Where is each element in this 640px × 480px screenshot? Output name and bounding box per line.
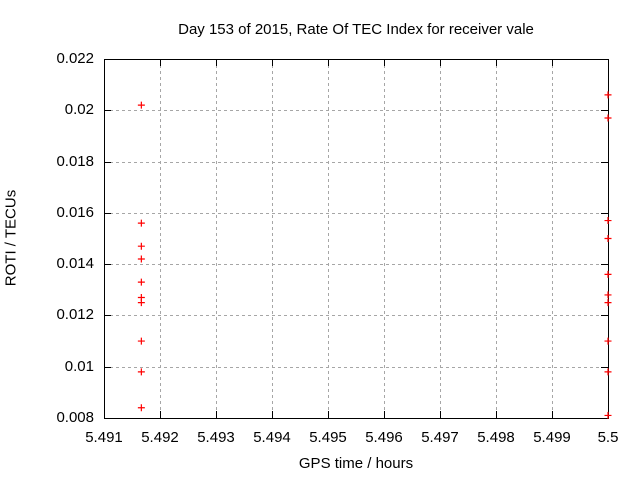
x-tick-label: 5.5 (597, 429, 619, 446)
y-tick-label: 0.022 (56, 50, 94, 67)
axis-ticks (104, 59, 609, 419)
x-tick-label: 5.492 (141, 429, 179, 446)
x-tick-label: 5.499 (533, 429, 571, 446)
x-tick-label: 5.495 (309, 429, 347, 446)
data-points (137, 91, 612, 419)
x-tick-label: 5.493 (197, 429, 235, 446)
data-point-marker (604, 337, 612, 345)
data-point-marker (137, 219, 145, 227)
data-point-marker (137, 278, 145, 286)
x-tick-label: 5.498 (477, 429, 515, 446)
x-tick-label: 5.497 (421, 429, 459, 446)
y-tick-label: 0.012 (56, 306, 94, 324)
gridlines (104, 59, 608, 418)
data-point-marker (137, 404, 145, 412)
data-point-marker (604, 217, 612, 225)
data-point-marker (604, 299, 612, 307)
x-axis-title: GPS time / hours (298, 455, 414, 472)
chart-title: Day 153 of 2015, Rate Of TEC Index for r… (178, 21, 534, 38)
data-point-marker (604, 368, 612, 376)
data-point-marker (137, 299, 145, 307)
y-tick-label: 0.014 (56, 255, 94, 273)
y-tick-label: 0.02 (64, 101, 94, 119)
data-point-marker (604, 291, 612, 299)
x-tick-label: 5.491 (85, 429, 123, 446)
data-point-marker (604, 411, 612, 419)
y-tick-label: 0.016 (56, 203, 94, 221)
y-tick-label: 0.008 (56, 409, 94, 426)
y-tick-label: 0.01 (64, 357, 94, 375)
x-tick-label: 5.494 (253, 429, 291, 446)
data-point-marker (137, 101, 145, 109)
data-point-marker (137, 337, 145, 345)
data-point-marker (604, 235, 612, 242)
data-point-marker (137, 242, 145, 250)
x-tick-label: 5.496 (365, 429, 403, 446)
data-point-marker (137, 368, 145, 376)
plot-border (104, 59, 609, 419)
data-point-marker (604, 270, 612, 278)
data-point-marker (604, 114, 612, 122)
data-point-marker (604, 91, 612, 99)
y-tick-label: 0.018 (56, 152, 94, 170)
data-point-marker (137, 255, 145, 263)
